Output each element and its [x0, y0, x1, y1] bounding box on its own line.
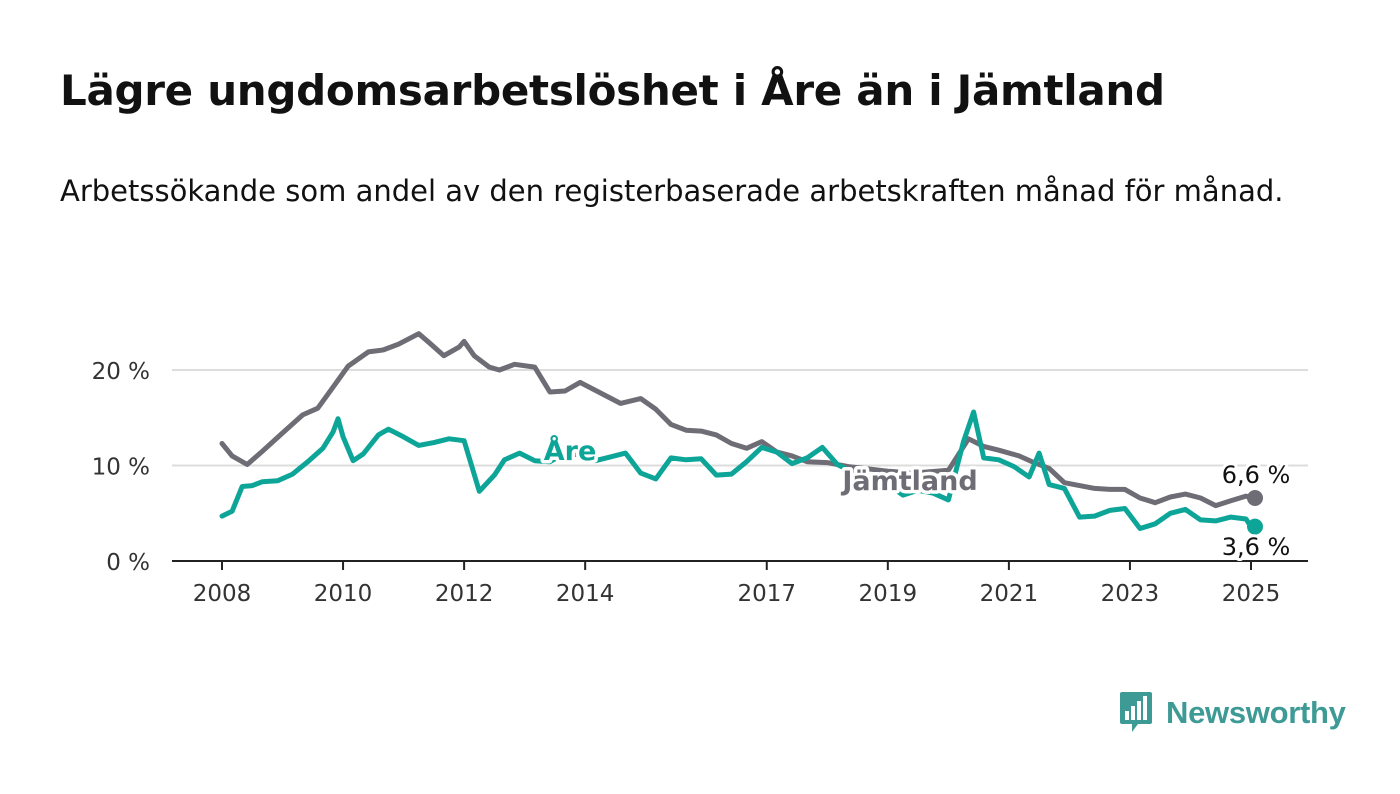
x-tick-label: 2012: [435, 581, 494, 607]
logo-text: Newsworthy: [1166, 695, 1346, 730]
series-label-jamtland: Jämtland: [840, 466, 977, 497]
x-tick-label: 2025: [1222, 581, 1281, 607]
y-tick-label: 0 %: [106, 550, 150, 576]
chart-subtitle: Arbetssökande som andel av den registerb…: [60, 174, 1284, 208]
x-tick-label: 2021: [980, 581, 1039, 607]
y-axis-labels: 0 % 10 % 20 %: [92, 359, 150, 576]
bar-chart-speech-bubble-icon: [1120, 692, 1152, 732]
series-line-are: [219, 409, 1254, 531]
x-tick-label: 2010: [314, 581, 373, 607]
x-tick-label: 2014: [556, 581, 615, 607]
series-label-are: Åre: [544, 435, 597, 467]
end-label-are: 3,6 %: [1222, 533, 1291, 561]
x-tick-label: 2008: [193, 581, 252, 607]
chart-title: Lägre ungdomsarbetslöshet i Åre än i Jäm…: [60, 66, 1165, 115]
newsworthy-logo: Newsworthy: [1118, 690, 1346, 736]
x-tick-label: 2023: [1101, 581, 1160, 607]
y-tick-label: 20 %: [92, 359, 150, 385]
series-end-point: [1247, 489, 1263, 506]
series-end-point: [1247, 518, 1263, 535]
x-axis: 2008 2010 2012 2014 2017 2019 2021 2023 2025: [172, 560, 1308, 607]
x-tick-label: 2017: [737, 581, 796, 607]
end-label-jamtland: 6,6 %: [1222, 461, 1291, 489]
series-line-jamtland: [219, 331, 1254, 509]
series-lines: [219, 331, 1263, 535]
series-labels: Åre Jämtland 6,6 % 3,6 %: [540, 432, 1293, 565]
y-tick-label: 10 %: [92, 455, 150, 481]
gridlines: [172, 369, 1308, 467]
x-tick-label: 2019: [859, 581, 918, 607]
